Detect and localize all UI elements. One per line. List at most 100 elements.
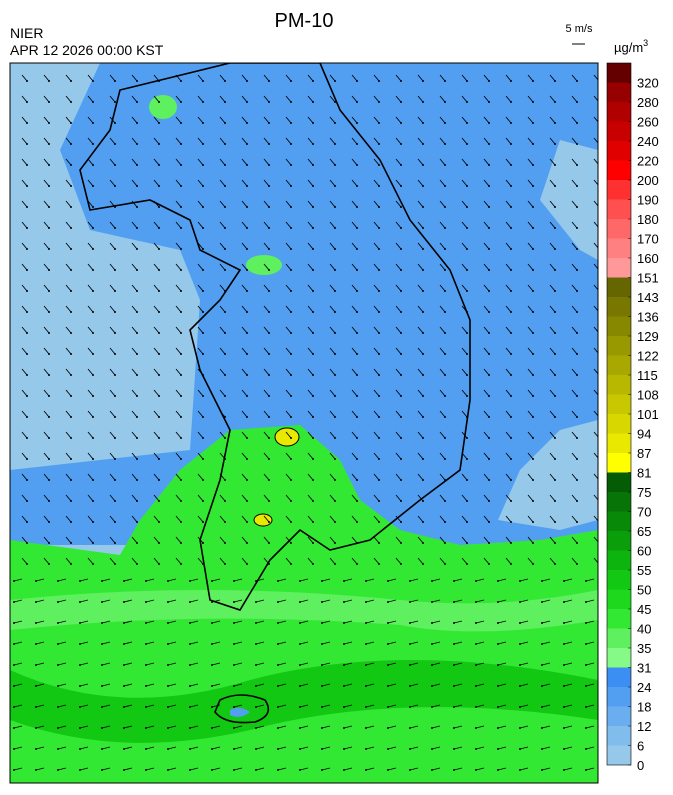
wind-arrow	[167, 704, 177, 708]
wind-arrow	[87, 95, 94, 103]
wind-arrow	[395, 263, 402, 271]
wind-arrow-head	[453, 622, 455, 624]
wind-arrow	[153, 158, 160, 166]
wind-arrow-head	[136, 416, 138, 418]
wind-arrow	[285, 200, 292, 208]
wind-arrow-head	[312, 416, 314, 418]
wind-arrow-head	[246, 311, 248, 313]
wind-arrow-head	[563, 706, 565, 708]
wind-arrow-head	[532, 458, 534, 460]
wind-arrow-head	[510, 563, 512, 565]
wind-arrow-head	[378, 290, 380, 292]
colorbar-segment	[607, 414, 631, 434]
wind-arrow-head	[158, 311, 160, 313]
wind-arrow	[109, 158, 116, 166]
wind-arrow-head	[246, 416, 248, 418]
wind-arrow-head	[431, 727, 433, 729]
colorbar-label: 12	[637, 719, 651, 734]
wind-arrow-head	[387, 664, 389, 666]
wind-arrow	[277, 746, 287, 750]
wind-arrow-head	[510, 395, 512, 397]
wind-arrow-head	[158, 269, 160, 271]
wind-arrow-head	[334, 248, 336, 250]
wind-arrow	[527, 326, 534, 334]
wind-arrow	[505, 95, 512, 103]
wind-arrow	[197, 347, 204, 355]
wind-arrow	[21, 284, 28, 292]
wind-arrow-head	[211, 685, 213, 687]
wind-arrow	[175, 305, 182, 313]
wind-arrow-head	[26, 164, 28, 166]
wind-arrow	[87, 326, 94, 334]
wind-arrow	[417, 452, 424, 460]
wind-arrow-head	[532, 332, 534, 334]
wind-arrow-head	[488, 143, 490, 145]
wind-arrow-head	[510, 542, 512, 544]
colorbar-label: 170	[637, 232, 659, 247]
wind-arrow-head	[101, 769, 103, 771]
wind-arrow	[453, 725, 463, 729]
colorbar-label: 35	[637, 641, 651, 656]
wind-arrow	[395, 305, 402, 313]
wind-arrow-head	[343, 601, 345, 603]
wind-arrow	[409, 683, 419, 687]
wind-arrow	[497, 683, 507, 687]
wind-arrow	[461, 200, 468, 208]
wind-arrow	[351, 158, 358, 166]
wind-arrow	[255, 683, 265, 687]
colorbar-segment	[607, 472, 631, 492]
wind-arrow	[593, 95, 598, 102]
wind-arrow	[593, 557, 598, 564]
wind-arrow	[197, 116, 204, 124]
wind-arrow	[483, 410, 490, 418]
wind-arrow	[145, 620, 155, 624]
wind-arrow	[87, 158, 94, 166]
wind-arrow	[365, 599, 375, 603]
wind-arrow	[219, 158, 226, 166]
colorbar-label: 200	[637, 173, 659, 188]
wind-arrow-head	[365, 727, 367, 729]
wind-arrow-head	[466, 248, 468, 250]
wind-arrow-head	[101, 664, 103, 666]
wind-arrow	[527, 347, 534, 355]
wind-arrow	[79, 641, 89, 645]
wind-arrow	[593, 137, 598, 144]
colorbar-segment	[607, 609, 631, 629]
wind-arrow	[197, 242, 204, 250]
wind-arrow	[65, 431, 72, 439]
wind-arrow-head	[488, 122, 490, 124]
wind-arrow	[387, 620, 397, 624]
wind-arrow-head	[180, 542, 182, 544]
wind-arrow-head	[123, 748, 125, 750]
wind-arrow-head	[312, 542, 314, 544]
wind-arrow-head	[114, 206, 116, 208]
wind-arrow	[131, 557, 138, 565]
wind-arrow	[571, 137, 578, 145]
wind-arrow	[87, 515, 94, 523]
wind-arrow-head	[422, 542, 424, 544]
wind-arrow-head	[400, 227, 402, 229]
wind-arrow	[475, 746, 485, 750]
wind-arrow-head	[422, 185, 424, 187]
wind-arrow	[549, 179, 556, 187]
wind-arrow-head	[48, 563, 50, 565]
colorbar-label: 180	[637, 212, 659, 227]
wind-arrow-head	[26, 563, 28, 565]
colorbar-label: 45	[637, 602, 651, 617]
wind-arrow-head	[475, 643, 477, 645]
wind-arrow	[211, 683, 221, 687]
wind-arrow	[483, 347, 490, 355]
wind-arrow	[549, 389, 556, 397]
wind-arrow-head	[158, 227, 160, 229]
wind-arrow	[233, 641, 243, 645]
wind-arrow-head	[343, 748, 345, 750]
wind-arrow-head	[510, 269, 512, 271]
wind-arrow	[175, 95, 182, 103]
wind-arrow	[241, 347, 248, 355]
wind-arrow	[571, 242, 578, 250]
wind-arrow-head	[444, 374, 446, 376]
wind-arrow-head	[255, 706, 257, 708]
wind-arrow	[571, 305, 578, 313]
colorbar-segment	[607, 492, 631, 512]
wind-arrow	[505, 515, 512, 523]
